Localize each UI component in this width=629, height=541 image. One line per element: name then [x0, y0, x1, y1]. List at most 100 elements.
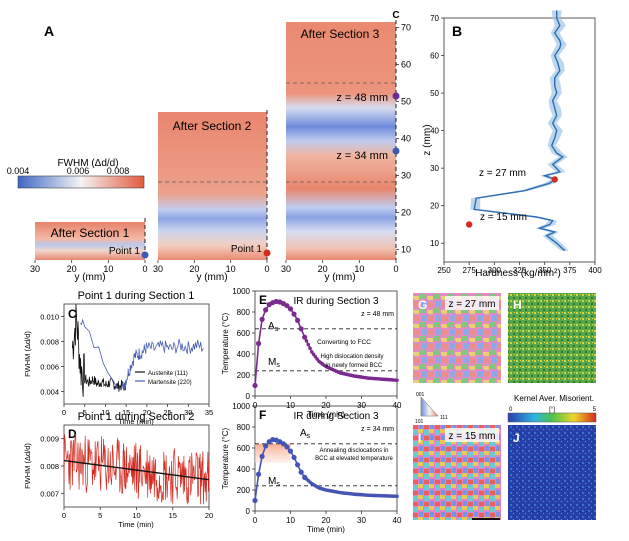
ir-point — [255, 471, 262, 477]
ir-point — [252, 382, 258, 389]
heatmap-1-xaxis: 30 20 10 0 — [30, 260, 148, 274]
e-annotation-3: in newly formed BCC — [326, 363, 383, 369]
ir-x-tick-label: 20 — [322, 401, 331, 410]
f-annotation-2: BCC at elevated temperature — [315, 456, 393, 462]
d-x-tick-label: 5 — [98, 511, 102, 520]
panel-e-subtitle: z = 48 mm — [361, 311, 394, 318]
panel-label-c-top: C — [392, 10, 399, 21]
martensite-line — [80, 318, 205, 391]
hardness-marker-2 — [465, 221, 473, 228]
heatmap-2-xaxis: 30 20 10 0 — [153, 260, 270, 274]
hardness-line — [473, 10, 566, 252]
heatmap-section-2 — [158, 112, 267, 260]
ir-point — [304, 339, 309, 343]
z-tick-label: 20 — [401, 207, 411, 217]
kam-tick-unit: [°] — [549, 407, 555, 413]
ir-point — [287, 448, 294, 454]
ir-point — [302, 335, 307, 340]
d-x-tick-label: 10 — [132, 511, 140, 520]
ipf-label-111: 111 — [440, 415, 448, 421]
c-x-tick-label: 25 — [163, 408, 171, 417]
z-tick-label: 30 — [401, 170, 411, 180]
z-tick-label: 70 — [401, 22, 411, 32]
panel-f-title: IR during Section 3 — [293, 411, 378, 422]
annotation-z27: z = 27 mm — [479, 168, 526, 179]
ir-x-tick-label: 10 — [286, 516, 295, 525]
x-tick-label: 20 — [67, 264, 77, 274]
ir-x-tick-label: 10 — [286, 401, 295, 410]
panel-e-title: IR during Section 3 — [293, 296, 378, 307]
x-tick-label: 30 — [153, 264, 163, 274]
b-x-tick-label: 400 — [588, 266, 602, 275]
f-ms-label: Ms — [268, 476, 280, 488]
ir-y-tick-label: 1000 — [232, 287, 250, 296]
heatmap-section-3 — [286, 22, 396, 260]
c-y-tick-label: 0.006 — [40, 363, 59, 372]
ir-point — [252, 497, 258, 504]
panel-a: A FWHM (Δd/d) 0.004 0.006 0.008 After Se… — [7, 10, 411, 283]
z-tick-label: 60 — [401, 59, 411, 69]
ir-y-tick-label: 400 — [237, 350, 251, 359]
legend-martensite: Martensite (220) — [148, 380, 192, 386]
b-x-tick-label: 350 — [538, 266, 552, 275]
z48-label: z = 48 mm — [336, 92, 388, 104]
heatmap-title-2: After Section 2 — [173, 119, 252, 133]
ipf-label-101: 101 — [415, 419, 424, 425]
ir-point — [284, 444, 290, 450]
ir-y-tick-label: 0 — [246, 392, 251, 401]
ir-point — [298, 326, 304, 332]
point-marker-2 — [263, 249, 271, 257]
colorbar — [17, 175, 145, 189]
ir-y-tick-label: 0 — [246, 507, 251, 516]
x-tick-label: 10 — [226, 264, 236, 274]
ir-x-tick-label: 0 — [253, 516, 258, 525]
c-y-tick-label: 0.010 — [40, 313, 59, 322]
ir-xlabel: Time (min) — [307, 525, 345, 534]
heatmap-1-xlabel: y (mm) — [74, 272, 105, 283]
ir-point — [259, 316, 265, 322]
heatmap-3-xaxis: 30 20 10 0 — [281, 260, 399, 274]
ir-point — [291, 311, 297, 317]
ir-y-tick-label: 800 — [237, 308, 251, 317]
hardness-ylabel: z (mm) — [422, 124, 433, 155]
f-annotation-1: Annealing disclocations in — [319, 448, 388, 454]
ir-point — [263, 443, 269, 449]
z34-label: z = 34 mm — [336, 150, 388, 162]
panel-label-j: J — [513, 431, 520, 445]
ir-point — [308, 346, 312, 351]
e-annotation-2: High dislocation density — [320, 354, 383, 360]
d-ylabel: FWHM (Δd/d) — [23, 443, 32, 489]
ir-x-tick-label: 20 — [322, 516, 331, 525]
e-as-label: As — [268, 321, 279, 333]
panel-label-b: B — [452, 23, 462, 39]
fwhm-section1-plot: 0 5 10 15 20 25 30 35 0.004 0.006 0.008 0.010 Time (… — [23, 303, 213, 426]
fwhm-section2-plot: 0 5 10 15 20 0.007 0.008 0.009 Time (min) FWHM (Δ… — [23, 433, 213, 529]
ir-point — [306, 342, 311, 347]
b-x-tick-label: 275 — [462, 266, 476, 275]
z-tick-label: 50 — [401, 96, 411, 106]
x-tick-label: 20 — [318, 264, 328, 274]
panel-c-frame — [63, 303, 210, 405]
kam-map-z27 — [508, 293, 596, 383]
x-tick-label: 0 — [264, 264, 269, 274]
ir-point — [395, 494, 399, 499]
ir-x-tick-label: 40 — [393, 401, 402, 410]
b-y-tick-label: 30 — [430, 164, 439, 173]
c-y-tick-label: 0.004 — [40, 388, 59, 397]
ipf-label-001: 001 — [416, 392, 425, 398]
b-x-tick-label: 375 — [563, 266, 577, 275]
heatmap-3-xlabel: y (mm) — [324, 272, 355, 283]
ir-y-tick-label: 1000 — [232, 402, 250, 411]
panel-g: G z = 27 mm z = 15 mm I 001 101 111 — [413, 293, 501, 520]
c-ylabel: FWHM (Δd/d) — [23, 331, 32, 377]
x-tick-label: 0 — [142, 264, 147, 274]
panel-label-a: A — [44, 23, 54, 39]
fwhm-section2-line — [63, 433, 210, 505]
ir-point — [287, 306, 294, 312]
ir-point — [259, 453, 265, 459]
ir-point — [298, 469, 304, 475]
ir-y-tick-label: 200 — [237, 486, 251, 495]
ir-x-tick-label: 30 — [357, 516, 366, 525]
